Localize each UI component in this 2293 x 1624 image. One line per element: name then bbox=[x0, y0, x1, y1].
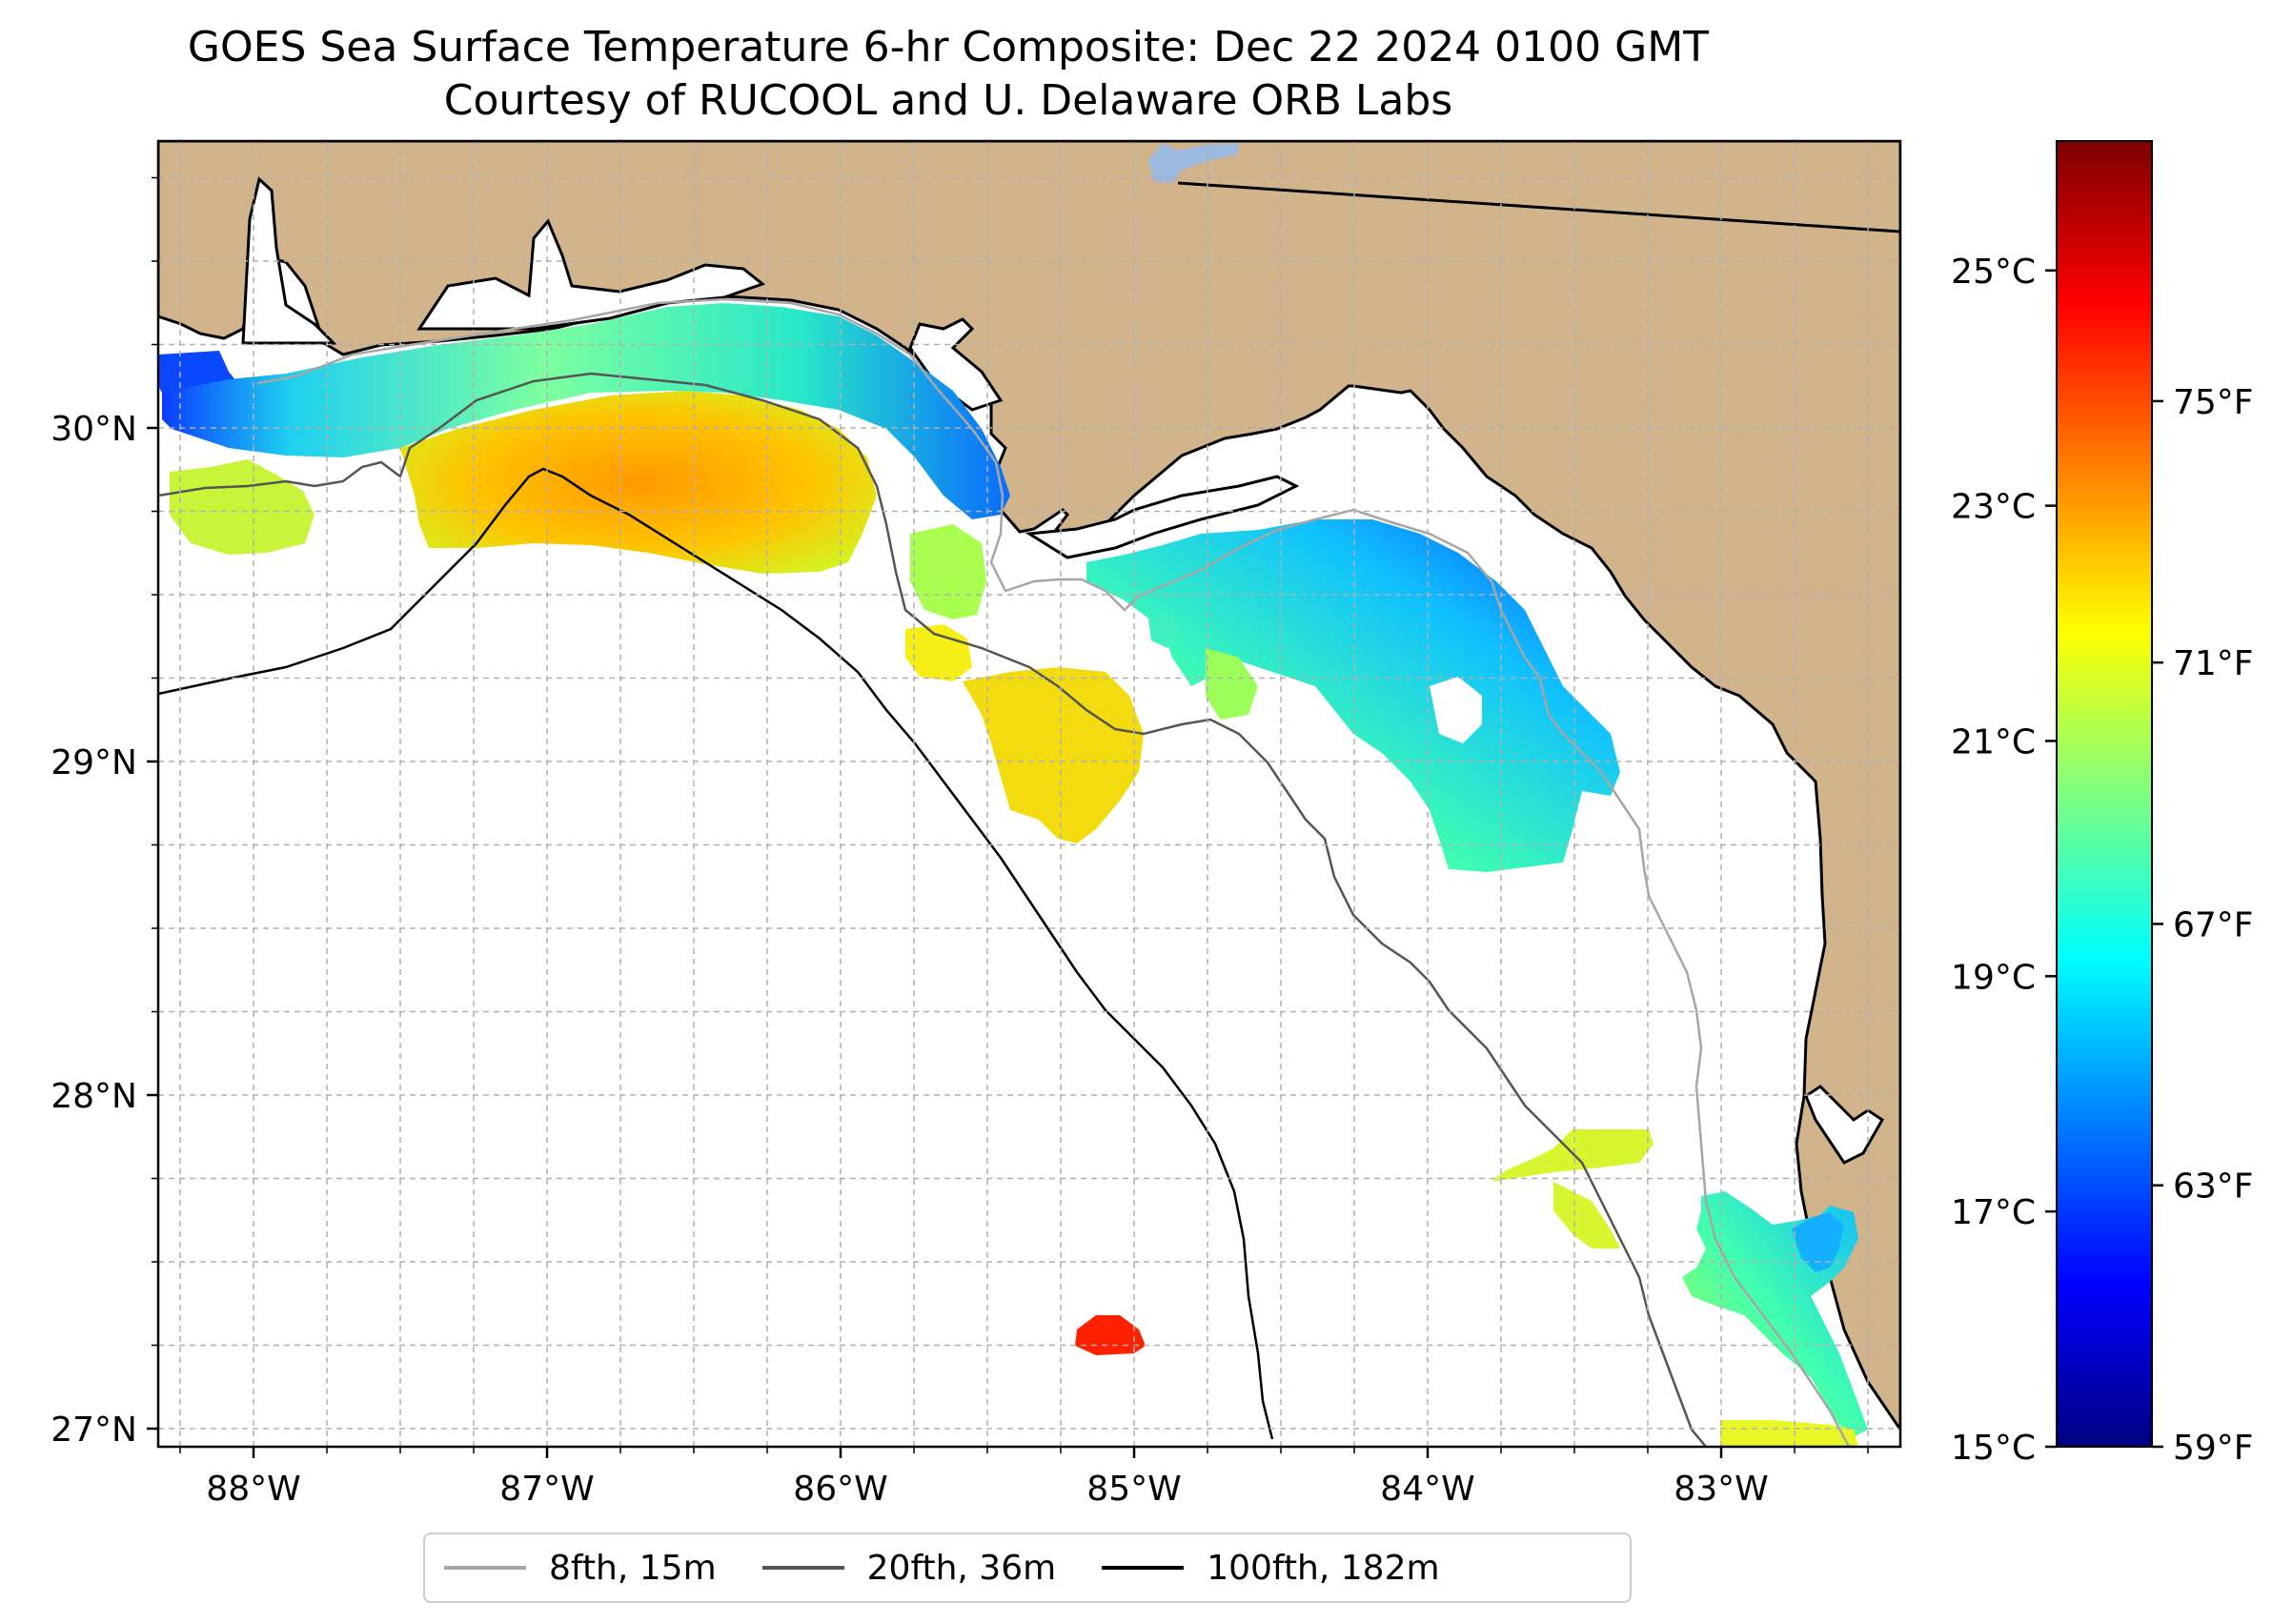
lon-tick-label: 86°W bbox=[793, 1470, 887, 1509]
legend-label-20fth: 20fth, 36m bbox=[866, 1548, 1057, 1588]
sst-patch-mid-shelf-green bbox=[910, 524, 986, 619]
sst-patch-desoto-canyon bbox=[400, 391, 877, 574]
lon-tick-label: 83°W bbox=[1674, 1470, 1768, 1509]
sst-patch-tampa-blue bbox=[1792, 1212, 1844, 1272]
sst-patch-apalachicola-offshore bbox=[963, 667, 1144, 843]
colorbar-celsius-label: 15°C bbox=[1951, 1429, 2036, 1468]
legend-line-8fth bbox=[444, 1566, 526, 1570]
colorbar-fahrenheit-label: 63°F bbox=[2173, 1167, 2254, 1207]
colorbar-celsius-label: 21°C bbox=[1951, 722, 2036, 761]
lat-tick-label: 30°N bbox=[51, 410, 137, 449]
colorbar bbox=[2056, 140, 2153, 1448]
colorbar-celsius-label: 19°C bbox=[1951, 958, 2036, 997]
lake-seminole bbox=[1148, 143, 1239, 183]
apalachicola-bay-water bbox=[1025, 475, 1300, 559]
lon-tick-label: 85°W bbox=[1086, 1470, 1181, 1509]
lat-tick-label: 29°N bbox=[51, 743, 137, 782]
sst-patch-big-bend-white-gap bbox=[1430, 677, 1482, 743]
grid-lines bbox=[158, 141, 1900, 1447]
lat-tick-label: 27°N bbox=[51, 1411, 137, 1450]
sst-patch-cedar-key-offshore bbox=[1491, 1129, 1654, 1248]
colorbar-celsius-label: 23°C bbox=[1951, 488, 2036, 527]
lon-tick-label: 88°W bbox=[206, 1470, 300, 1509]
sst-patch-apalachicola-offshore-small bbox=[905, 624, 972, 681]
lon-tick-label: 87°W bbox=[499, 1470, 594, 1509]
state-border bbox=[1177, 181, 1900, 233]
lon-tick-label: 84°W bbox=[1380, 1470, 1474, 1509]
legend-item-100fth: 100fth, 182m bbox=[1102, 1548, 1440, 1588]
lat-tick-label: 28°N bbox=[51, 1077, 137, 1116]
colorbar-fahrenheit-label: 75°F bbox=[2173, 383, 2254, 422]
legend-item-20fth: 20fth, 36m bbox=[761, 1548, 1057, 1588]
sst-patch-panhandle-shelf bbox=[162, 303, 1010, 519]
legend-line-100fth bbox=[1102, 1566, 1185, 1570]
sst-patch-southern-edge bbox=[1720, 1420, 1858, 1447]
legend-label-100fth: 100fth, 182m bbox=[1207, 1548, 1440, 1588]
isobath-legend: 8fth, 15m 20fth, 36m 100fth, 182m bbox=[423, 1533, 1632, 1603]
legend-label-8fth: 8fth, 15m bbox=[549, 1548, 717, 1588]
tampa-bay-water bbox=[1804, 1085, 1884, 1165]
sst-patch-big-bend-green-lobe bbox=[1206, 648, 1258, 720]
map-axes: 30°N 29°N 28°N 27°N 88°W 87°W 86°W 85°W 84°W 83°W bbox=[51, 176, 1869, 1509]
colorbar-fahrenheit-label: 59°F bbox=[2173, 1429, 2254, 1468]
colorbar-fahrenheit-label: 67°F bbox=[2173, 905, 2254, 944]
sst-patch-big-bend-cyan-tongue bbox=[1148, 615, 1182, 648]
colorbar-celsius-label: 25°C bbox=[1951, 253, 2036, 292]
sst-patch-big-bend bbox=[1086, 519, 1620, 872]
map-frame bbox=[156, 139, 1902, 1449]
legend-line-20fth bbox=[761, 1566, 844, 1570]
legend-item-8fth: 8fth, 15m bbox=[444, 1549, 717, 1588]
isobath-8fth bbox=[256, 297, 1851, 1447]
chart-title-line-2: Courtesy of RUCOOL and U. Delaware ORB L… bbox=[443, 76, 1453, 125]
colorbar-fahrenheit-label: 71°F bbox=[2173, 644, 2254, 683]
chart-title-line-1: GOES Sea Surface Temperature 6-hr Compos… bbox=[187, 23, 1710, 71]
colorbar-celsius-label: 17°C bbox=[1951, 1193, 2036, 1232]
sst-layer bbox=[158, 303, 1868, 1447]
colorbar-ticks: 25°C 23°C 21°C 19°C 17°C 15°C 75°F 71°F 67°F 63°F… bbox=[1951, 253, 2253, 1468]
isobath-20fth bbox=[158, 372, 1707, 1447]
